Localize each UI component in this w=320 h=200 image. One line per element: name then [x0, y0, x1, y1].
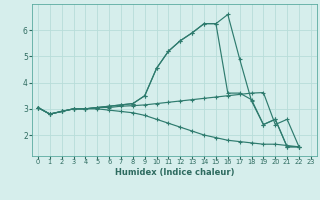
X-axis label: Humidex (Indice chaleur): Humidex (Indice chaleur) — [115, 168, 234, 177]
